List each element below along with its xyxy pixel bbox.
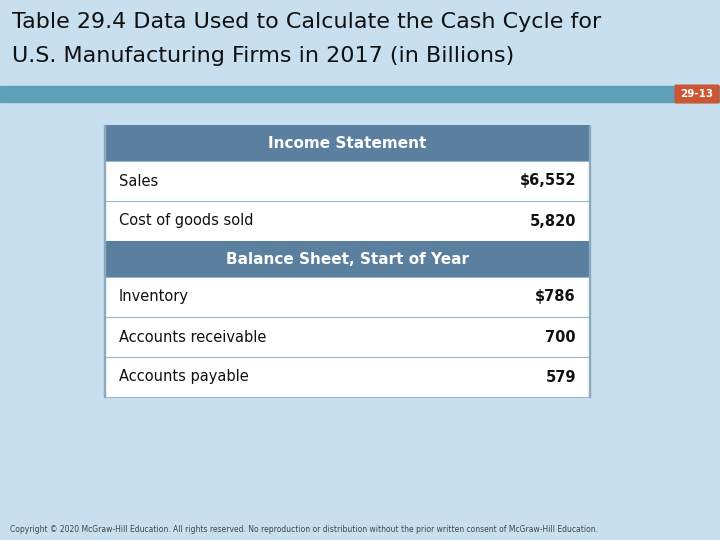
Bar (104, 125, 105, 397)
Text: Table 29.4 Data Used to Calculate the Cash Cycle for: Table 29.4 Data Used to Calculate the Ca… (12, 12, 601, 32)
Text: Sales: Sales (119, 173, 158, 188)
Text: $6,552: $6,552 (520, 173, 576, 188)
FancyBboxPatch shape (675, 84, 719, 104)
Text: U.S. Manufacturing Firms in 2017 (in Billions): U.S. Manufacturing Firms in 2017 (in Bil… (12, 46, 514, 66)
Bar (0, 86, 720, 102)
Bar (105, 125, 590, 161)
Bar (105, 161, 590, 201)
Text: Copyright © 2020 McGraw-Hill Education. All rights reserved. No reproduction or : Copyright © 2020 McGraw-Hill Education. … (10, 525, 598, 534)
Text: 29-13: 29-13 (680, 89, 714, 99)
Text: Accounts receivable: Accounts receivable (119, 329, 266, 345)
Bar (105, 241, 590, 277)
Text: Balance Sheet, Start of Year: Balance Sheet, Start of Year (226, 252, 469, 267)
Text: $786: $786 (536, 289, 576, 305)
Bar (105, 201, 590, 241)
Bar (105, 357, 590, 397)
Bar (105, 277, 590, 317)
Text: Income Statement: Income Statement (269, 136, 427, 151)
Text: Cost of goods sold: Cost of goods sold (119, 213, 253, 228)
Text: 700: 700 (545, 329, 576, 345)
Text: Inventory: Inventory (119, 289, 189, 305)
Bar (105, 317, 590, 357)
Text: Accounts payable: Accounts payable (119, 369, 248, 384)
Text: 5,820: 5,820 (529, 213, 576, 228)
Text: 579: 579 (546, 369, 576, 384)
Bar (589, 125, 590, 397)
